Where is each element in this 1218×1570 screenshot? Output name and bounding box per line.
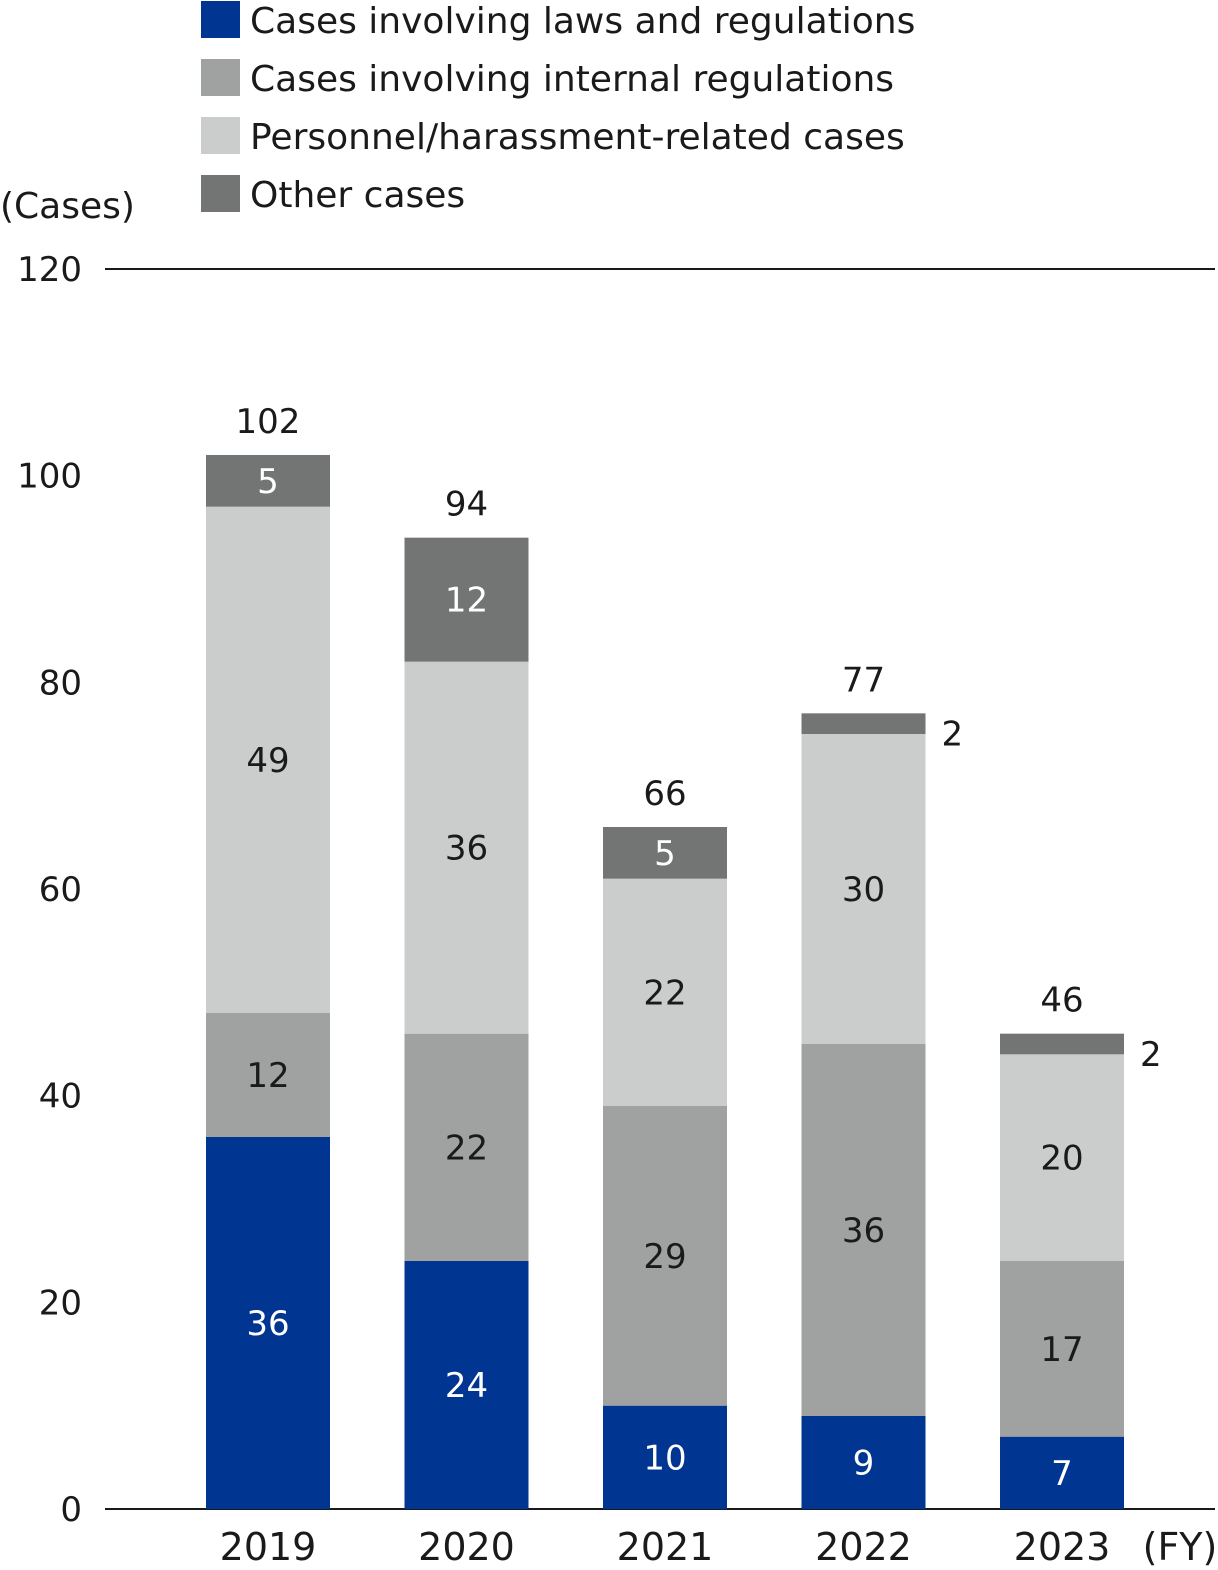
segment-value-label: 5 [257,462,279,502]
y-tick-label: 60 [39,870,82,910]
legend-label-3: Other cases [250,175,465,216]
segment-value-label: 30 [842,870,885,910]
legend-swatch-3 [201,175,240,212]
bar-segment [404,537,529,662]
legend-label-2: Personnel/harassment-related cases [250,117,905,158]
segment-value-label: 49 [246,741,289,781]
x-tick-label: 2021 [617,1525,714,1569]
total-value-label: 66 [643,774,686,814]
bar-segment [404,1033,529,1261]
bar-segment [801,1044,926,1416]
bar-segment [801,713,926,734]
legend: Cases involving laws and regulations Case… [201,1,915,216]
segment-value-label: 36 [445,829,488,869]
x-tick-label: 2022 [815,1525,912,1569]
segment-value-label: 36 [842,1211,885,1251]
segment-value-label: 17 [1040,1330,1083,1370]
bar-segment [801,734,926,1044]
y-tick-label: 20 [39,1283,82,1323]
segment-value-label: 12 [246,1056,289,1096]
segment-value-label: 22 [445,1128,488,1168]
segment-value-label: 20 [1040,1139,1083,1179]
bar-segment [206,1013,330,1137]
total-value-label: 46 [1040,981,1083,1021]
legend-swatch-0 [201,1,240,38]
legend-swatch-1 [201,59,240,96]
segment-value-label: 29 [643,1237,686,1277]
total-value-label: 77 [842,660,885,700]
total-value-label: 102 [236,402,301,442]
segment-value-label: 12 [445,581,488,621]
x-axis-label: (FY) [1143,1525,1218,1569]
segment-value-label: 9 [853,1444,875,1484]
segment-value-label: 5 [654,834,676,874]
bar-segment [206,1137,330,1509]
segment-value-label: 7 [1051,1454,1073,1494]
y-tick-label: 100 [17,457,82,497]
legend-swatch-2 [201,117,240,154]
x-tick-label: 2023 [1014,1525,1111,1569]
segment-value-label: 36 [246,1304,289,1344]
bars: 3612495102201924223612942020102922566202… [206,402,1162,1569]
segment-value-label: 2 [942,715,964,755]
y-axis-label: (Cases) [0,186,135,227]
bar-segment [1000,1436,1124,1509]
bar-segment [404,1261,529,1509]
segment-value-label: 24 [445,1366,488,1406]
y-tick-label: 40 [39,1077,82,1117]
bar-segment [1000,1054,1124,1261]
legend-label-0: Cases involving laws and regulations [250,1,915,42]
bar-segment [603,1405,727,1509]
legend-label-1: Cases involving internal regulations [250,59,894,100]
bar-segment [404,661,529,1034]
segment-value-label: 10 [643,1438,686,1478]
y-tick-label: 120 [17,250,82,290]
segment-value-label: 22 [643,973,686,1013]
bar-segment [801,1416,926,1509]
bar-segment [603,878,727,1106]
x-tick-label: 2019 [220,1525,317,1569]
bar-segment [603,827,727,879]
bar-segment [1000,1261,1124,1437]
total-value-label: 94 [445,485,488,525]
bar-segment [206,455,330,507]
x-tick-label: 2020 [418,1525,515,1569]
bar-segment [603,1106,727,1406]
bar-segment [206,506,330,1013]
y-tick-label: 0 [60,1490,82,1530]
y-tick-label: 80 [39,663,82,703]
bar-segment [1000,1033,1124,1055]
segment-value-label: 2 [1140,1035,1162,1075]
